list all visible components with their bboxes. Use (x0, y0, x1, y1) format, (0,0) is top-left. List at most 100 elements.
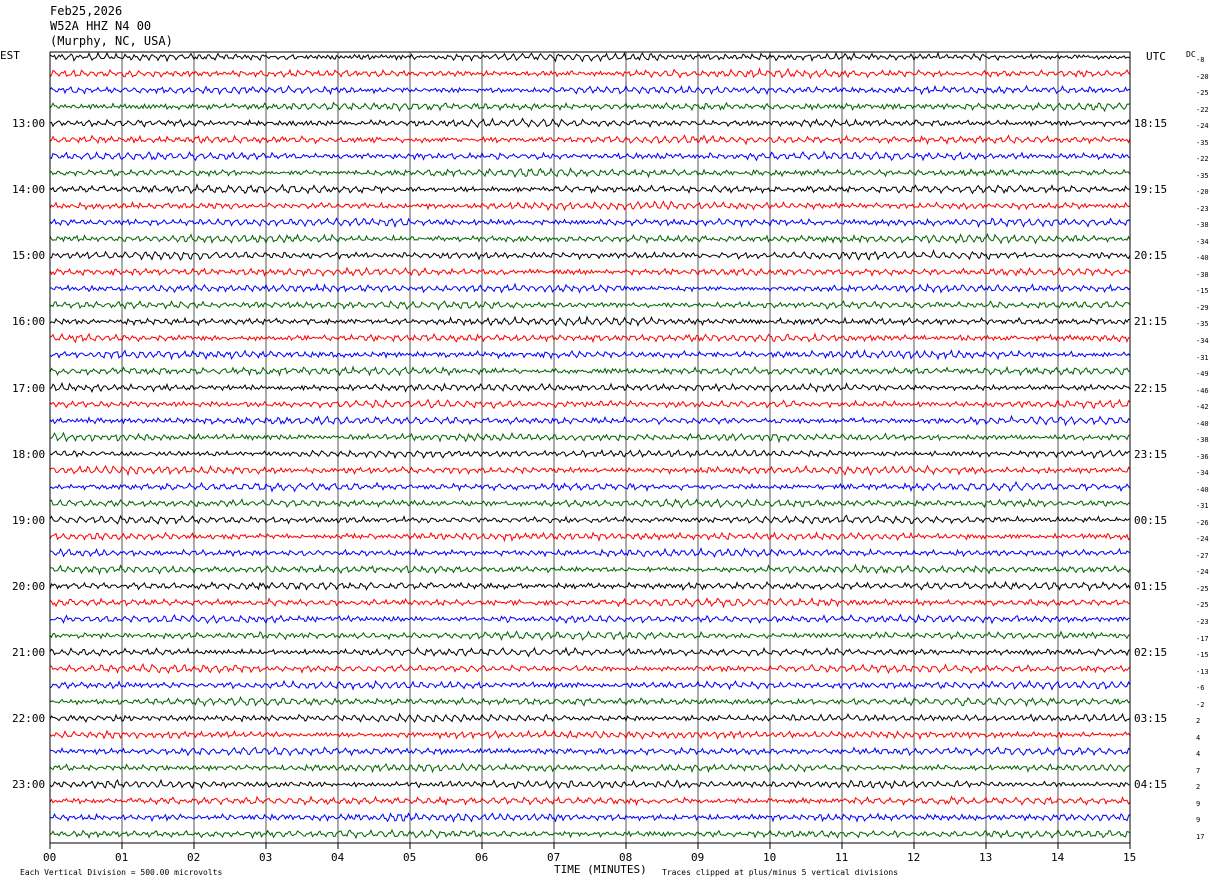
dc-offset-label: -13 (1196, 667, 1209, 676)
seismic-trace (49, 217, 1131, 229)
dc-offset-label: -23 (1196, 204, 1209, 213)
x-tick-label: 12 (907, 851, 921, 864)
dc-offset-label: -24 (1196, 568, 1209, 577)
seismic-trace (49, 67, 1131, 80)
seismic-traces (49, 51, 1131, 840)
seismic-trace (49, 349, 1131, 361)
left-hour-label: 16:00 (12, 315, 46, 329)
dc-offset-label: -42 (1196, 403, 1209, 412)
location-label: (Murphy, NC, USA) (50, 34, 173, 48)
right-hour-label: 22:15 (1134, 381, 1168, 395)
dc-offset-label: -22 (1196, 155, 1209, 164)
dc-offset-label: -40 (1196, 485, 1209, 494)
dc-offset-label: -22 (1196, 105, 1209, 114)
seismic-trace (49, 282, 1131, 294)
footnote-clipping: Traces clipped at plus/minus 5 vertical … (662, 868, 899, 877)
seismic-trace (49, 812, 1131, 823)
right-hour-label: 20:15 (1134, 249, 1168, 263)
seismic-trace (49, 167, 1131, 179)
x-tick-label: 03 (259, 851, 273, 864)
seismic-trace (49, 51, 1131, 63)
left-timezone-label: EST (0, 49, 20, 62)
seismic-trace (49, 84, 1131, 96)
dc-offset-label: -34 (1196, 237, 1209, 246)
right-hour-label: 02:15 (1134, 646, 1168, 660)
dc-offset-label: 4 (1196, 750, 1201, 759)
dc-offset-label: -17 (1196, 634, 1209, 643)
seismic-trace (49, 365, 1131, 377)
dc-offset-label: -8 (1196, 56, 1205, 64)
right-hour-label: 21:15 (1134, 315, 1168, 329)
right-hour-label: 19:15 (1134, 183, 1168, 197)
x-tick-label: 14 (1051, 851, 1065, 864)
seismic-trace (49, 546, 1131, 559)
dc-offset-label: -25 (1196, 584, 1209, 593)
x-tick-label: 11 (835, 851, 849, 864)
seismic-trace (49, 448, 1131, 460)
dc-offset-label: -29 (1196, 303, 1209, 312)
seismic-trace (49, 514, 1131, 525)
left-hour-label: 19:00 (12, 513, 46, 527)
plot-frame (49, 51, 1131, 849)
right-hour-label: 18:15 (1134, 117, 1168, 131)
dc-offset-label: -15 (1196, 651, 1209, 660)
right-hour-label: 03:15 (1134, 712, 1168, 726)
seismic-trace (49, 464, 1131, 477)
dc-offset-label: -38 (1196, 270, 1209, 279)
seismic-trace (49, 580, 1131, 592)
dc-offset-label: -20 (1196, 72, 1209, 81)
seismic-trace (49, 117, 1131, 129)
dc-offset-label: -49 (1196, 370, 1209, 379)
x-tick-label: 06 (475, 851, 489, 864)
x-tick-label: 09 (691, 851, 705, 864)
dc-offset-label: -25 (1196, 89, 1209, 98)
seismic-trace (49, 696, 1131, 708)
right-hour-label: 23:15 (1134, 447, 1168, 461)
dc-offset-label: -25 (1196, 601, 1209, 610)
seismic-trace (49, 498, 1131, 509)
right-hour-label: 04:15 (1134, 778, 1168, 792)
seismic-trace (49, 200, 1131, 212)
station-label: W52A HHZ N4 00 (50, 19, 152, 33)
dc-offset-label: 2 (1196, 717, 1201, 726)
dc-offset-label: -31 (1196, 353, 1209, 362)
dc-offset-label: -35 (1196, 171, 1209, 180)
seismic-trace (49, 183, 1130, 195)
date-label: Feb25,2026 (50, 4, 123, 18)
seismic-trace (49, 480, 1131, 493)
seismic-trace (49, 531, 1131, 543)
seismic-trace (49, 795, 1131, 807)
seismic-trace (49, 266, 1131, 278)
seismic-trace (49, 679, 1131, 691)
dc-offset-label: -24 (1196, 122, 1209, 131)
left-hour-label: 14:00 (12, 183, 46, 197)
left-hour-label: 22:00 (12, 712, 46, 726)
dc-offset-label: -34 (1196, 469, 1209, 478)
dc-offset-label: -2 (1196, 700, 1205, 709)
x-tick-label: 01 (115, 851, 129, 864)
dc-offset-label: 2 (1196, 783, 1201, 792)
x-tick-label: 07 (547, 851, 561, 864)
right-hour-label: 01:15 (1134, 579, 1168, 593)
dc-offset-label: 4 (1196, 733, 1201, 742)
left-hour-label: 23:00 (12, 778, 46, 792)
seismic-trace (49, 249, 1131, 261)
seismic-trace (49, 630, 1131, 641)
x-axis-label: TIME (MINUTES) (554, 863, 647, 876)
x-tick-label: 08 (619, 851, 633, 864)
dc-offset-label: -15 (1196, 287, 1209, 296)
footnote-vertical-division: Each Vertical Division = 500.00 microvol… (20, 868, 223, 877)
x-tick-label: 00 (43, 851, 57, 864)
dc-offset-label: 9 (1196, 816, 1201, 825)
dc-offset-label: -46 (1196, 386, 1209, 395)
seismic-trace (49, 300, 1131, 311)
seismic-trace (49, 762, 1131, 774)
x-tick-label: 04 (331, 851, 345, 864)
dc-offset-label: 17 (1196, 832, 1205, 841)
seismic-trace (49, 414, 1131, 427)
dc-offset-label: -40 (1196, 419, 1209, 428)
dc-offset-label: -40 (1196, 254, 1209, 263)
dc-offset-label: -24 (1196, 535, 1209, 544)
dc-offset-label: -20 (1196, 188, 1209, 197)
